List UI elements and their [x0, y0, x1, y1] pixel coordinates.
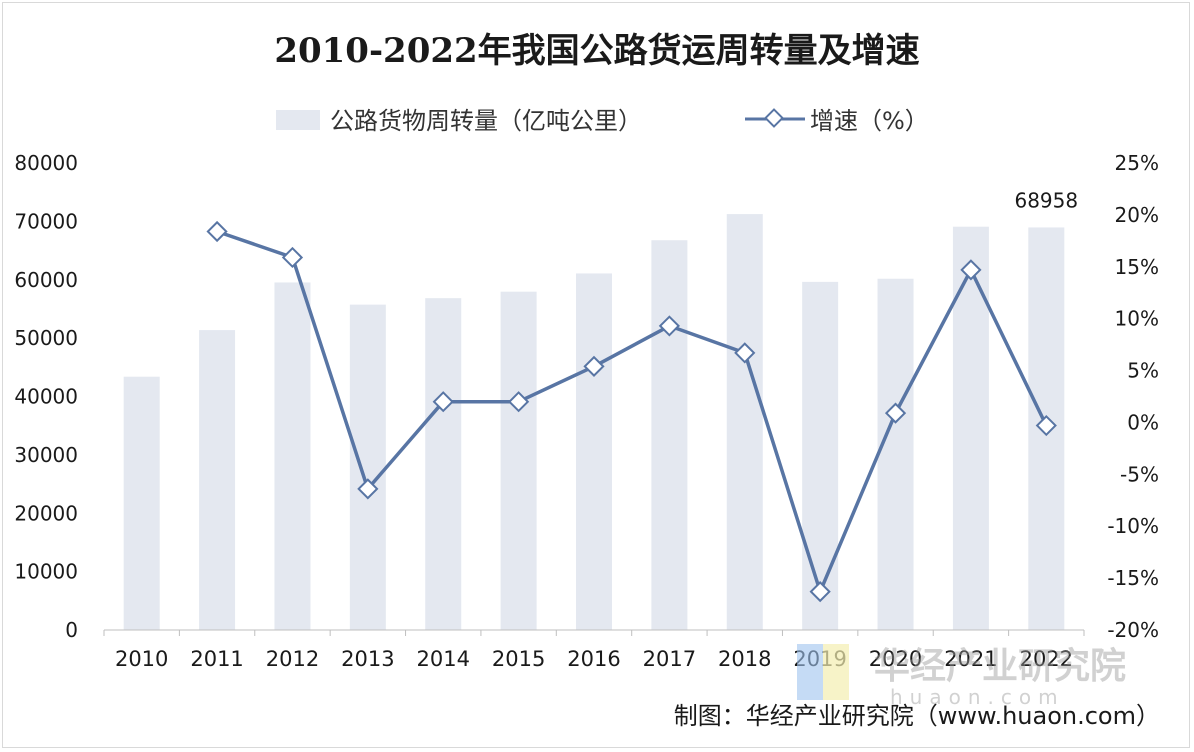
y-left-tick-label: 50000: [14, 326, 78, 350]
x-tick-label: 2012: [266, 647, 319, 671]
bar-2020: [877, 278, 914, 630]
growth-marker-2016: [583, 355, 605, 378]
y-right-tick-label: -10%: [1107, 514, 1159, 538]
y-right-tick-label: 20%: [1115, 203, 1159, 227]
y-left-axis: 0 10000 20000 30000 40000 50000 60000 70000 8000…: [14, 151, 78, 642]
y-right-tick-label: -15%: [1107, 566, 1159, 590]
bar-2015: [500, 291, 537, 630]
growth-marker-2017: [658, 315, 680, 337]
y-right-axis: -20% -15% -10% -5% 0% 5% 10% 15% 20% 25%: [1107, 151, 1159, 642]
watermark-logo-blue: [797, 644, 823, 700]
growth-marker-2021: [960, 259, 982, 281]
y-left-tick-label: 0: [65, 618, 78, 642]
y-left-tick-label: 60000: [14, 268, 78, 292]
growth-marker-2022: [1035, 414, 1057, 437]
bar-2018: [726, 214, 763, 630]
x-tick-label: 2015: [492, 647, 545, 671]
x-tick-label: 2014: [417, 647, 470, 671]
legend-bar-label: 公路货物周转量（亿吨公里）: [330, 107, 642, 135]
y-right-tick-label: 5%: [1127, 359, 1159, 383]
data-labels: 68958: [1014, 188, 1078, 212]
data-label-2022: 68958: [1014, 188, 1078, 212]
growth-marker-2018: [734, 342, 756, 364]
bar-2014: [425, 298, 462, 630]
y-left-tick-label: 10000: [14, 560, 78, 584]
bar-2017: [651, 240, 688, 630]
y-left-tick-label: 20000: [14, 501, 78, 525]
bar-2010: [123, 376, 160, 630]
y-right-tick-label: -5%: [1120, 462, 1159, 486]
bar-series: [123, 214, 1065, 631]
y-left-tick-label: 70000: [14, 209, 78, 233]
bar-2016: [576, 273, 612, 630]
x-tick-label: 2020: [869, 647, 922, 671]
watermark-logo-yellow: [823, 644, 849, 700]
x-tick-label: 2011: [190, 647, 243, 671]
growth-line: [216, 229, 1048, 594]
bar-2021: [952, 226, 989, 631]
growth-marker-2013: [357, 478, 379, 500]
x-tick-label: 2021: [944, 647, 997, 671]
growth-marker-2012: [281, 246, 304, 269]
bar-2012: [274, 282, 311, 630]
y-right-tick-label: 10%: [1115, 307, 1159, 331]
watermark-url-text: huaon.com: [890, 685, 1065, 709]
bar-2019: [802, 281, 839, 630]
bar-2013: [349, 304, 386, 630]
y-left-tick-label: 80000: [14, 151, 78, 175]
growth-marker-2014: [432, 391, 454, 413]
growth-marker-2011: [206, 220, 228, 243]
bar-2011: [199, 330, 236, 630]
chart-title: 2010-2022年我国公路货运周转量及增速: [274, 31, 919, 71]
legend-bar-swatch: [276, 110, 320, 130]
y-left-tick-label: 30000: [14, 443, 78, 467]
legend: 公路货物周转量（亿吨公里） 增速（%）: [276, 107, 929, 135]
growth-marker-2015: [508, 391, 530, 413]
y-right-tick-label: 0%: [1127, 410, 1159, 434]
source-note: 制图：华经产业研究院（www.huaon.com）: [674, 702, 1160, 730]
x-tick-label: 2016: [567, 647, 620, 671]
legend-line-marker: [764, 108, 784, 128]
growth-markers: [206, 220, 1057, 603]
x-tick-label: 2013: [341, 647, 394, 671]
y-right-tick-label: 25%: [1115, 151, 1159, 175]
x-tick-label: 2017: [643, 647, 696, 671]
growth-marker-2019: [809, 580, 831, 603]
x-tick-label: 2010: [115, 647, 168, 671]
x-tick-label: 2022: [1020, 647, 1073, 671]
y-right-tick-label: -20%: [1107, 618, 1159, 642]
watermark-logo-text: 华经产业研究院: [874, 646, 1126, 687]
legend-line-label: 增速（%）: [810, 107, 929, 135]
x-tick-label: 2018: [718, 647, 771, 671]
growth-marker-2020: [884, 402, 907, 424]
watermark: 华经产业研究院 huaon.com: [797, 644, 1126, 709]
y-left-tick-label: 40000: [14, 385, 78, 409]
y-right-tick-label: 15%: [1115, 255, 1159, 279]
